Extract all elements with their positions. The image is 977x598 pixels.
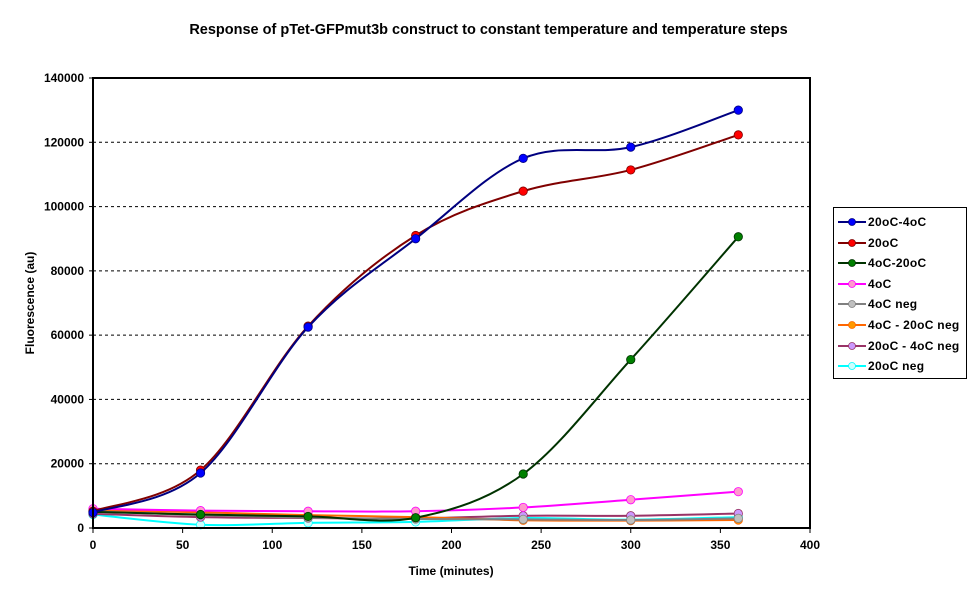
- series-20oc-4oc: [88, 105, 743, 518]
- legend-item: 20oC neg: [834, 356, 966, 376]
- x-tick-label: 400: [800, 538, 820, 552]
- y-tick-label: 20000: [51, 457, 85, 471]
- data-point: [195, 509, 206, 520]
- legend-item: 20oC - 4oC neg: [834, 336, 966, 356]
- data-point: [733, 105, 743, 115]
- data-point: [518, 514, 528, 524]
- legend-label: 4oC neg: [868, 297, 918, 312]
- legend-label: 4oC-20oC: [868, 256, 927, 271]
- data-point: [303, 511, 313, 522]
- legend-swatch-icon: [838, 259, 866, 268]
- legend-swatch-icon: [838, 279, 866, 288]
- legend-label: 20oC-4oC: [868, 215, 927, 229]
- data-point: [733, 130, 743, 140]
- legend-swatch-icon: [838, 362, 866, 371]
- legend-swatch-icon: [838, 300, 866, 309]
- legend-item: 4oC-20oC: [834, 253, 966, 273]
- data-point: [518, 469, 528, 479]
- data-point: [733, 232, 743, 242]
- legend-item: 4oC - 20oC neg: [834, 315, 966, 335]
- x-tick-label: 250: [531, 538, 551, 552]
- legend-swatch-icon: [838, 238, 866, 247]
- series-line-20oc-4oc: [92, 109, 739, 514]
- legend-swatch-icon: [838, 341, 866, 350]
- x-tick-label: 0: [90, 538, 97, 552]
- data-point: [733, 487, 743, 497]
- data-point: [626, 495, 636, 505]
- data-point: [626, 165, 636, 175]
- grid-layer: [93, 141, 810, 465]
- legend-label: 20oC neg: [868, 359, 925, 374]
- data-point: [626, 142, 636, 152]
- y-tick-label: 120000: [44, 135, 84, 149]
- data-point: [303, 322, 313, 332]
- y-tick-label: 100000: [44, 200, 84, 214]
- y-axis-title: Fluorescence (au): [23, 252, 37, 355]
- series-4oc-20oc: [88, 232, 743, 523]
- x-tick-label: 300: [621, 538, 641, 552]
- legend-item: 4oC: [834, 274, 966, 294]
- y-tick-label: 40000: [51, 392, 85, 406]
- legend: 20oC-4oC 20oC 4oC-20oC 4oC 4oC neg 4oC - 20oC…: [833, 207, 967, 379]
- x-tick-label: 350: [710, 538, 730, 552]
- legend-label: 20oC - 4oC neg: [868, 338, 960, 353]
- legend-item: 20oC: [834, 233, 966, 253]
- x-tick-label: 200: [441, 538, 461, 552]
- data-point: [518, 186, 528, 196]
- series-4oc: [88, 487, 743, 516]
- data-point: [733, 513, 743, 523]
- y-tick-label: 60000: [51, 328, 85, 342]
- x-tick-label: 50: [176, 538, 190, 552]
- data-point: [626, 354, 636, 365]
- legend-swatch-icon: [838, 321, 866, 329]
- x-axis-title: Time (minutes): [408, 564, 493, 578]
- chart-title: Response of pTet-GFPmut3b construct to c…: [189, 22, 788, 38]
- legend-item: 4oC neg: [834, 294, 966, 314]
- axes-layer: 0 20000 40000 60000 80000 100000 120000 140000 0…: [44, 71, 820, 552]
- y-tick-label: 80000: [51, 264, 85, 278]
- legend-item: 20oC-4oC: [834, 212, 966, 232]
- data-point: [518, 502, 528, 513]
- data-point: [411, 513, 421, 523]
- legend-label: 20oC: [868, 235, 899, 250]
- legend-label: 4oC: [868, 276, 892, 291]
- x-tick-label: 100: [262, 538, 282, 552]
- plot-frame: [92, 77, 811, 529]
- data-point: [195, 468, 206, 478]
- legend-swatch-icon: [838, 218, 866, 226]
- data-point: [411, 234, 421, 244]
- y-tick-label: 140000: [44, 71, 84, 85]
- series-20oc: [88, 130, 743, 516]
- series-line-20oc: [92, 133, 739, 513]
- series-layer: [88, 105, 743, 530]
- y-tick-label: 0: [77, 521, 84, 535]
- x-tick-label: 150: [352, 538, 372, 552]
- data-point: [626, 515, 636, 525]
- legend-label: 4oC - 20oC neg: [868, 318, 960, 332]
- data-point: [518, 153, 528, 163]
